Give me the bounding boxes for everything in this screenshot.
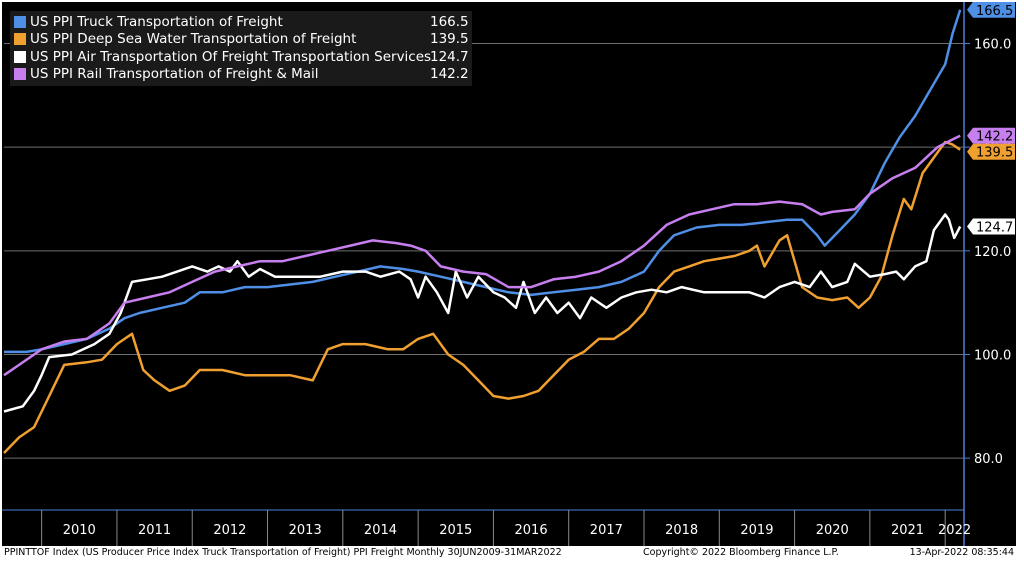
legend-entry: US PPI Air Transportation Of Freight Tra…: [14, 48, 469, 66]
x-tick-label: 2012: [213, 523, 246, 538]
axes: 80.0100.0120.0140.0160.02010201120122013…: [2, 2, 1011, 546]
x-tick-label: 2010: [63, 523, 96, 538]
legend-swatch: [14, 50, 26, 63]
legend-last-value: 139.5: [430, 31, 469, 48]
last-value-tag: [967, 2, 1015, 18]
legend-entry: US PPI Deep Sea Water Transportation of …: [14, 31, 469, 49]
legend-swatch: [14, 33, 26, 46]
footer-timestamp: 13-Apr-2022 08:35:44: [909, 547, 1014, 558]
chart-panel: 80.0100.0120.0140.0160.02010201120122013…: [2, 2, 1016, 546]
x-tick-label: 2015: [439, 523, 472, 538]
series-line: [3, 134, 961, 377]
footer-copyright: Copyright© 2022 Bloomberg Finance L.P.: [643, 547, 839, 558]
y-tick-label: 120.0: [974, 245, 1011, 260]
legend-last-value: 142.2: [430, 66, 469, 83]
last-value-tag: [967, 143, 1015, 160]
x-tick-label: 2019: [740, 523, 773, 538]
legend-series-name: US PPI Deep Sea Water Transportation of …: [30, 31, 357, 48]
gridlines: [4, 42, 964, 459]
series-line: [3, 213, 962, 413]
x-tick-label: 2022: [938, 523, 971, 538]
x-tick-label: 2018: [665, 523, 698, 538]
legend-swatch: [14, 68, 26, 81]
x-tick-label: 2013: [289, 523, 322, 538]
y-tick-label: 160.0: [974, 37, 1011, 52]
legend-last-value: 166.5: [430, 13, 469, 30]
series-lines: [3, 9, 962, 454]
series-line: [3, 140, 961, 454]
x-tick-label: 2016: [515, 523, 548, 538]
legend-series-name: US PPI Truck Transportation of Freight: [30, 13, 283, 30]
last-value-tag: [967, 218, 1015, 235]
x-tick-label: 2014: [364, 523, 397, 538]
series-line: [4, 9, 962, 354]
legend-last-value: 124.7: [430, 48, 469, 65]
last-value-label: 124.7: [976, 220, 1013, 235]
x-tick-label: 2021: [891, 523, 924, 538]
legend-swatch: [14, 15, 26, 28]
y-tick-label: 100.0: [974, 348, 1011, 363]
legend-entry: US PPI Truck Transportation of Freight 16…: [14, 13, 469, 31]
legend-series-name: US PPI Air Transportation Of Freight Tra…: [30, 48, 432, 65]
last-value-tag: [967, 127, 1015, 144]
x-tick-label: 2020: [816, 523, 849, 538]
last-value-label: 139.5: [976, 146, 1013, 161]
footer-source: PPINTTOF Index (US Producer Price Index …: [4, 547, 562, 558]
x-tick-label: 2017: [590, 523, 623, 538]
y-tick-label: 80.0: [974, 452, 1003, 467]
x-tick-label: 2011: [138, 523, 171, 538]
line-chart: 80.0100.0120.0140.0160.02010201120122013…: [2, 2, 1015, 546]
legend-series-name: US PPI Rail Transportation of Freight & …: [30, 66, 319, 83]
last-value-label: 142.2: [976, 130, 1013, 145]
legend-entry: US PPI Rail Transportation of Freight & …: [14, 66, 469, 84]
last-value-label: 166.5: [976, 4, 1013, 19]
legend: US PPI Truck Transportation of Freight 16…: [10, 11, 472, 86]
